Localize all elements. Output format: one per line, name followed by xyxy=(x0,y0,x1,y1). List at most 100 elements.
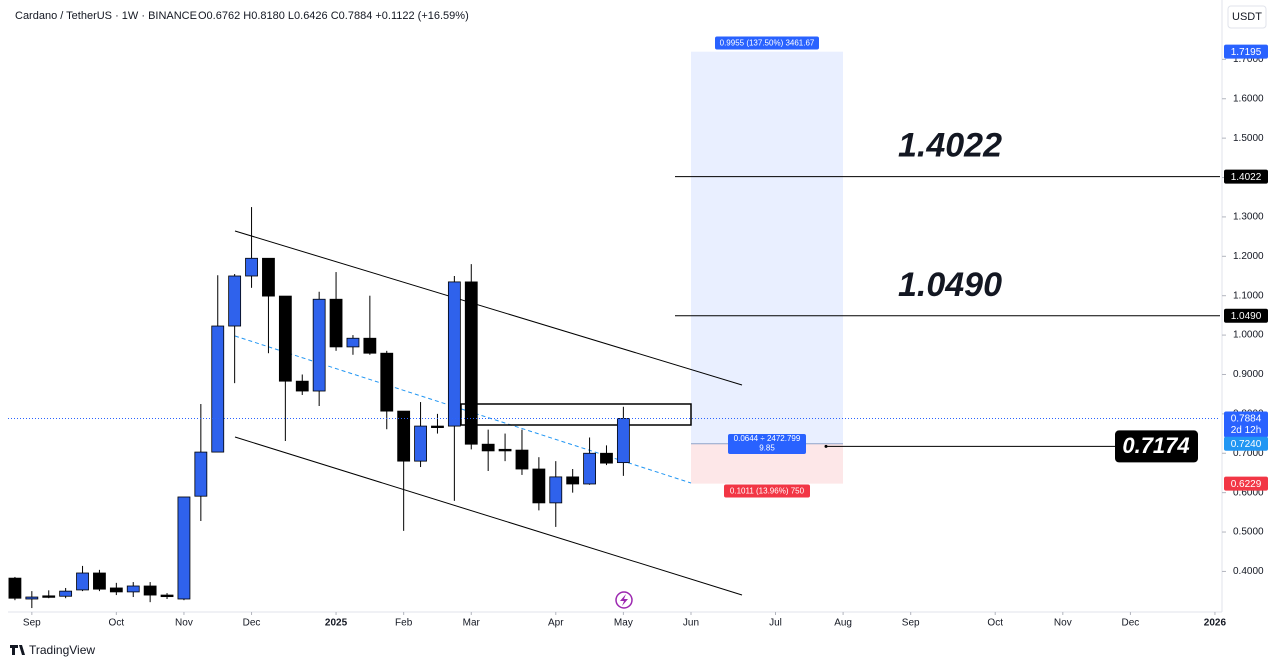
brand-logo xyxy=(10,645,25,655)
supply-box xyxy=(460,403,692,426)
entry-label: 0.0644 ÷ 2472.799 xyxy=(734,434,801,443)
candle-body xyxy=(93,572,106,590)
x-tick-label: Aug xyxy=(834,618,852,629)
candle-body xyxy=(397,410,411,462)
candle-body xyxy=(126,585,140,593)
chart-title: Cardano / TetherUS · 1W · BINANCE xyxy=(15,10,197,22)
flash-bolt xyxy=(620,594,628,606)
x-tick-label: Jul xyxy=(769,618,782,629)
level-text: 1.4022 xyxy=(898,127,1002,165)
entry-label-2: 9.85 xyxy=(759,444,775,453)
channel-upper xyxy=(234,230,743,386)
last-price-tag xyxy=(1224,411,1268,438)
x-tick-label: Oct xyxy=(109,618,125,629)
candle-body xyxy=(25,596,39,600)
candle-body xyxy=(363,337,377,354)
candle-body xyxy=(262,257,275,297)
candle-body xyxy=(600,452,613,464)
marker-label: 0.7174 xyxy=(1122,433,1189,458)
level-text: 1.0490 xyxy=(898,266,1002,304)
candle-body xyxy=(616,418,630,464)
candle-body xyxy=(380,352,394,412)
stop-tag xyxy=(1224,476,1268,491)
candle-body xyxy=(346,337,360,348)
y-tick-label: 1.2000 xyxy=(1233,251,1264,262)
x-tick-label: Mar xyxy=(463,618,481,629)
marker-box xyxy=(1115,430,1198,463)
countdown: 2d 12h xyxy=(1231,425,1262,436)
x-tick-label: Dec xyxy=(243,618,261,629)
candle-body xyxy=(143,585,157,596)
entry-tag-label: 0.7240 xyxy=(1231,439,1262,450)
currency-box[interactable] xyxy=(1227,5,1267,29)
y-tick-label: 1.7000 xyxy=(1233,54,1264,65)
target-label: 0.9955 (137.50%) 3461.67 xyxy=(720,39,815,48)
candle-body xyxy=(498,448,512,452)
y-tick-label: 0.5000 xyxy=(1233,527,1264,538)
y-tick-label: 0.9000 xyxy=(1233,369,1264,380)
x-tick-label: Sep xyxy=(23,618,41,629)
x-tick-label: Nov xyxy=(1054,618,1072,629)
candle-body xyxy=(583,452,596,485)
target-zone xyxy=(691,51,843,444)
stop-label-box xyxy=(724,484,810,498)
x-tick-label: Sep xyxy=(902,618,920,629)
entry-label-box xyxy=(728,434,806,454)
flash-icon[interactable] xyxy=(615,591,633,609)
candle-body xyxy=(194,451,208,497)
level-tag xyxy=(1224,308,1268,323)
candle-body xyxy=(431,425,444,428)
candle-body xyxy=(464,281,478,445)
brand: TradingView xyxy=(29,643,95,657)
level-tag xyxy=(1224,169,1268,184)
candle-body xyxy=(211,325,225,453)
channel-lower xyxy=(234,436,743,596)
candle-body xyxy=(566,476,580,485)
x-tick-label: May xyxy=(614,618,633,629)
candle-body xyxy=(42,595,56,598)
candle-body xyxy=(177,496,191,600)
x-tick-label: 2025 xyxy=(325,618,348,629)
candle-body xyxy=(532,468,546,504)
stop-tag-label: 0.6229 xyxy=(1231,479,1262,490)
entry-tag xyxy=(1224,436,1268,451)
candle-body xyxy=(312,298,326,392)
candle-body xyxy=(481,443,495,452)
currency: USDT xyxy=(1232,11,1262,23)
y-tick-label: 1.0000 xyxy=(1233,330,1264,341)
ohlc-text: O0.6762 H0.8180 L0.6426 C0.7884 +0.1122 … xyxy=(198,10,469,22)
candle-body xyxy=(515,449,529,470)
y-tick-label: 0.4000 xyxy=(1233,566,1264,577)
target-tag xyxy=(1224,44,1268,59)
candle-body xyxy=(160,594,174,598)
candle-body xyxy=(245,257,258,277)
y-tick-label: 1.6000 xyxy=(1233,93,1264,104)
trend-dashed xyxy=(234,335,692,484)
candle-body xyxy=(549,476,563,504)
y-tick-label: 0.6000 xyxy=(1233,487,1264,498)
y-tick-label: 1.1000 xyxy=(1233,290,1264,301)
x-tick-label: Dec xyxy=(1122,618,1140,629)
marker-dot xyxy=(824,444,828,448)
candle-body xyxy=(278,295,292,382)
level-tag-label: 1.4022 xyxy=(1231,172,1262,183)
candle-body xyxy=(76,572,89,591)
x-tick-label: Nov xyxy=(175,618,193,629)
x-tick-label: Jun xyxy=(683,618,699,629)
candle-body xyxy=(59,590,73,597)
candle-body xyxy=(329,298,343,348)
x-tick-label: Oct xyxy=(987,618,1003,629)
y-tick-label: 0.7000 xyxy=(1233,448,1264,459)
target-tag-label: 1.7195 xyxy=(1231,47,1262,58)
candle-body xyxy=(109,587,123,593)
x-tick-label: Feb xyxy=(395,618,413,629)
y-tick-label: 1.3000 xyxy=(1233,212,1264,223)
candle-body xyxy=(447,281,461,427)
candle-body xyxy=(8,577,22,599)
level-tag-label: 1.0490 xyxy=(1231,311,1262,322)
x-tick-label: Apr xyxy=(548,618,564,629)
target-label-box xyxy=(715,36,819,50)
candle-body xyxy=(295,380,309,392)
